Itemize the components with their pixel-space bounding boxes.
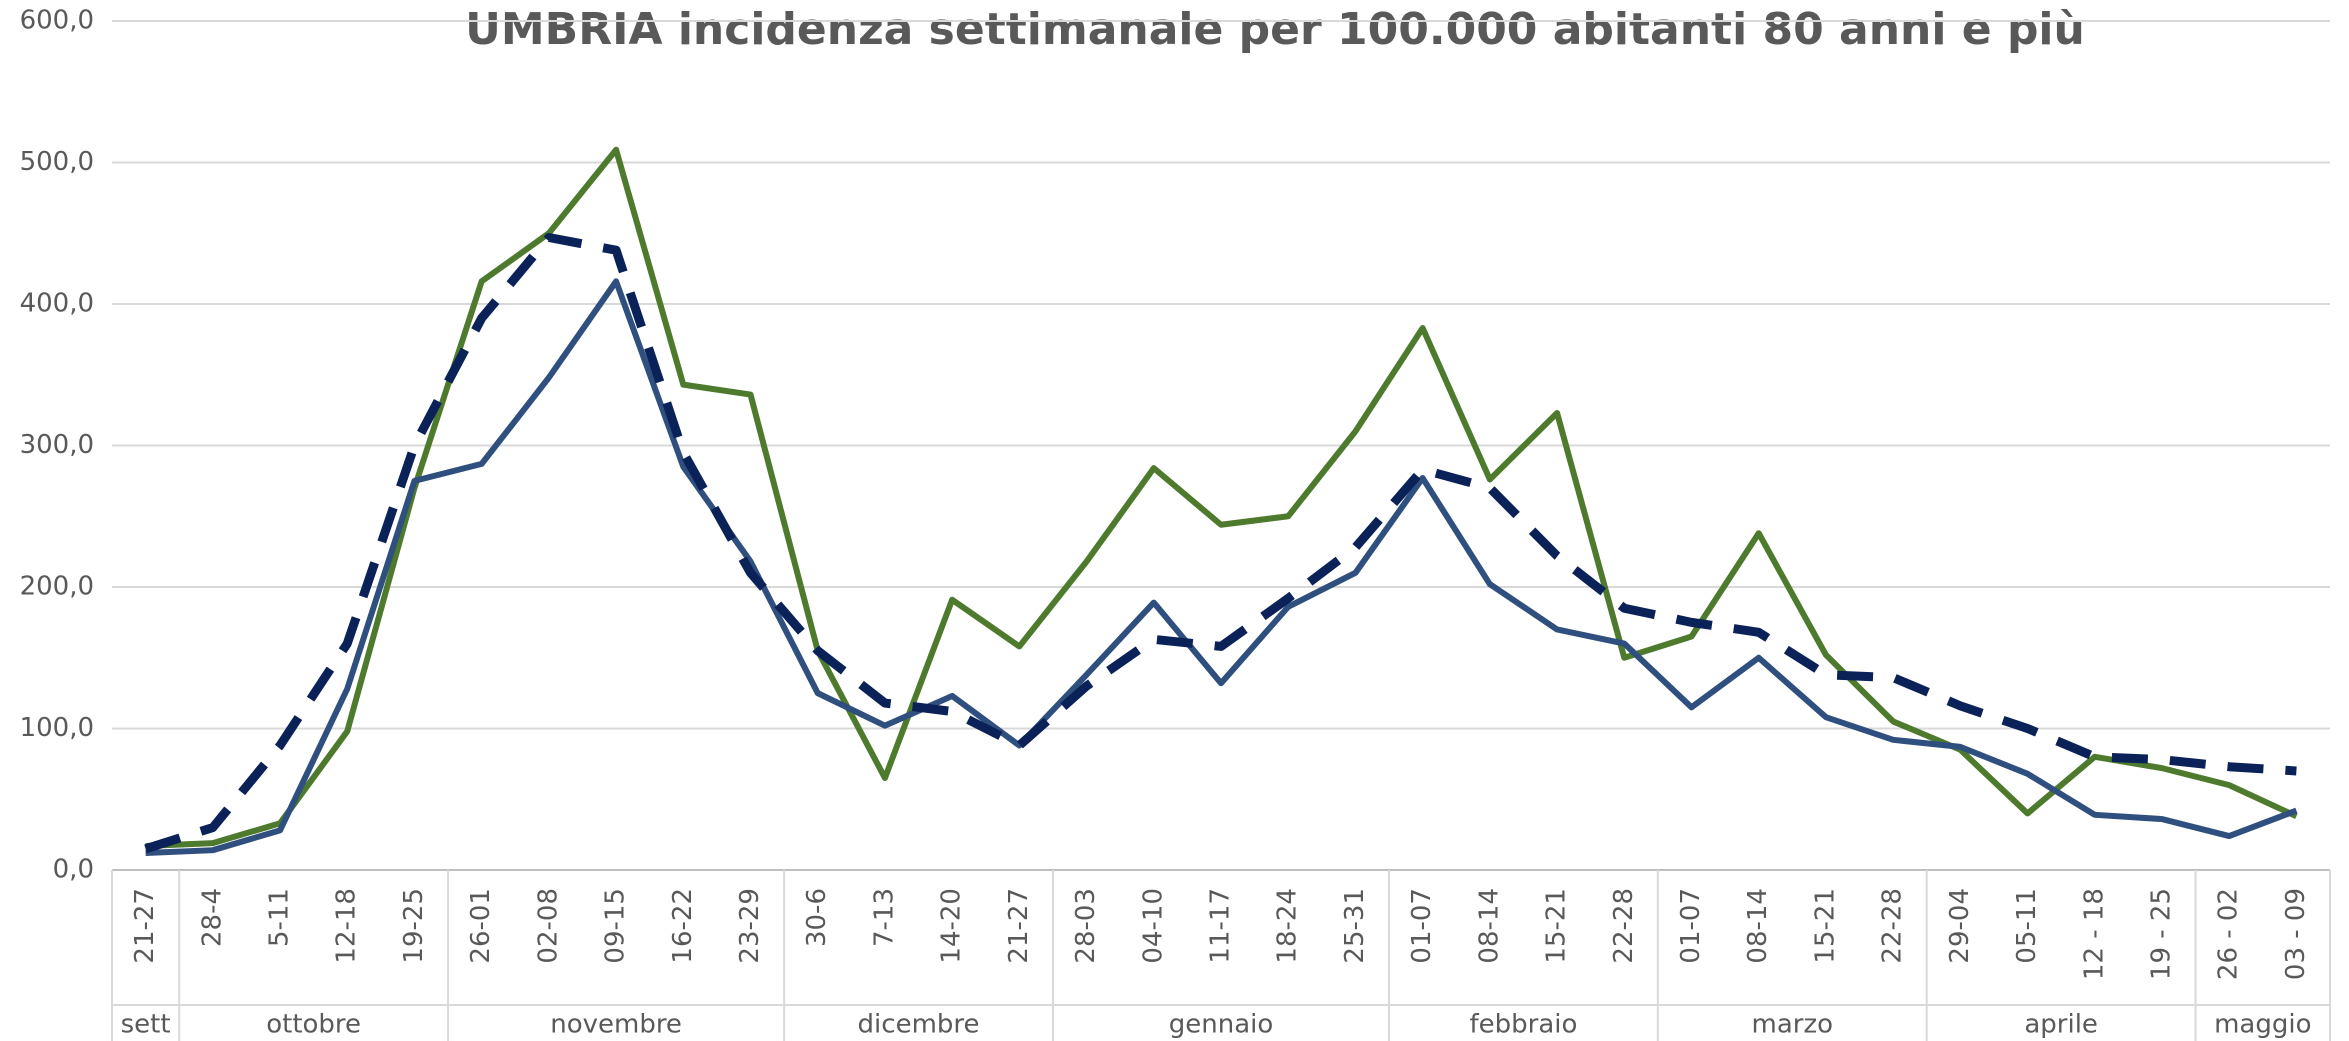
x-tick-label: 22-28 (1878, 888, 1908, 964)
x-tick-label: 09-15 (601, 888, 631, 964)
series-line (145, 278, 2298, 857)
x-tick-label: 15-21 (1542, 888, 1572, 964)
x-tick-label: 21-27 (130, 888, 160, 964)
x-tick-label: 18-24 (1273, 888, 1303, 964)
x-tick-label: 26 - 02 (2214, 888, 2244, 980)
x-tick-label: 29-04 (1945, 888, 1975, 964)
x-tick-label: 12 - 18 (2079, 888, 2109, 980)
x-tick-label: 11-17 (1206, 888, 1236, 964)
x-tick-label: 25-31 (1340, 888, 1370, 964)
x-tick-label: 23-29 (735, 888, 765, 964)
group-label: novembre (550, 1010, 682, 1040)
y-tick-label: 600,0 (20, 6, 94, 36)
y-tick-label: 100,0 (20, 713, 94, 743)
x-tick-label: 7-13 (869, 888, 899, 947)
series-line (144, 232, 2297, 854)
group-label: maggio (2214, 1010, 2311, 1040)
group-label: gennaio (1169, 1010, 1274, 1040)
x-tick-label: 15-21 (1810, 888, 1840, 964)
x-tick-label: 19 - 25 (2146, 888, 2176, 980)
x-tick-label: 28-03 (1071, 888, 1101, 964)
group-label: dicembre (858, 1010, 980, 1040)
group-label: ottobre (266, 1010, 361, 1040)
x-tick-label: 04-10 (1138, 888, 1168, 964)
x-tick-label: 01-07 (1407, 888, 1437, 964)
chart-title: UMBRIA incidenza settimanale per 100.000… (465, 4, 2085, 55)
group-label: sett (121, 1010, 171, 1040)
x-tick-label: 28-4 (197, 888, 227, 947)
group-label: febbraio (1469, 1010, 1577, 1040)
x-tick-label: 08-14 (1743, 888, 1773, 964)
series-line (145, 146, 2298, 849)
x-tick-label: 14-20 (937, 888, 967, 964)
x-tick-label: 03 - 09 (2281, 888, 2311, 980)
group-label: aprile (2024, 1010, 2098, 1040)
x-tick-label: 26-01 (466, 888, 496, 964)
x-tick-label: 08-14 (1474, 888, 1504, 964)
y-tick-label: 500,0 (20, 147, 94, 177)
y-tick-label: 300,0 (20, 430, 94, 460)
x-tick-label: 30-6 (802, 888, 832, 947)
x-tick-label: 5-11 (265, 888, 295, 947)
y-tick-label: 200,0 (20, 572, 94, 602)
x-tick-label: 16-22 (668, 888, 698, 964)
x-tick-label: 01-07 (1676, 888, 1706, 964)
y-tick-label: 400,0 (20, 289, 94, 319)
group-label: marzo (1752, 1010, 1834, 1040)
x-tick-label: 05-11 (2012, 888, 2042, 964)
x-tick-label: 02-08 (533, 888, 563, 964)
x-tick-label: 12-18 (332, 888, 362, 964)
x-tick-label: 22-28 (1609, 888, 1639, 964)
x-tick-label: 19-25 (399, 888, 429, 964)
x-tick-label: 21-27 (1004, 888, 1034, 964)
y-tick-label: 0,0 (53, 855, 94, 885)
